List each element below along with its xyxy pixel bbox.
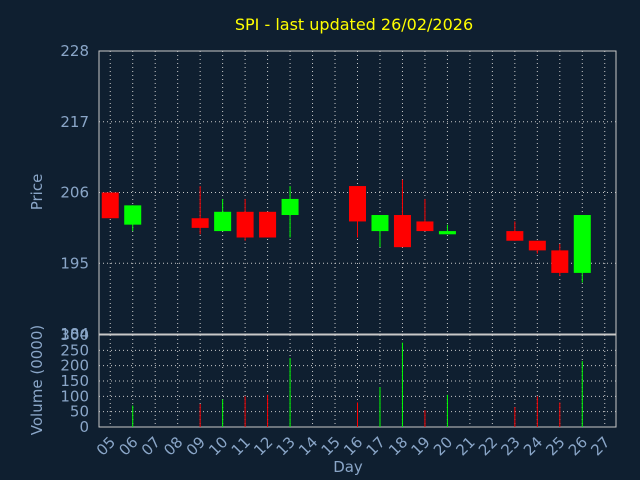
x-tick-label: 27 [587,433,613,459]
price-tick-label: 206 [60,184,89,202]
volume-tick-label: 300 [60,326,89,344]
candle-body [259,211,277,238]
volume-tick-label: 50 [70,403,89,421]
volume-tick-label: 100 [60,387,89,405]
volume-axis-label: Volume (0000) [28,325,46,435]
candle-body [349,186,366,222]
candle-body [214,211,232,232]
price-tick-label: 228 [60,42,89,60]
candle-body [528,240,546,251]
volume-tick-label: 0 [79,418,89,436]
candle-body [124,205,142,225]
candle-body [281,198,299,216]
volume-tick-label: 200 [60,357,89,375]
candle-body [393,215,411,248]
candle-body [191,218,209,228]
price-tick-label: 195 [60,254,89,272]
candle-body [371,215,389,232]
price-tick-label: 217 [60,113,89,131]
price-tick-label: 184 [60,325,89,343]
candle-body [236,211,254,238]
volume-tick-label: 150 [60,372,89,390]
price-panel: 184 195 206 217 228 [60,42,617,343]
candle-body [573,215,591,273]
x-axis-label: Day [333,458,363,476]
candle-body [551,250,569,273]
candle-body [438,231,456,235]
price-axis-label: Price [28,174,46,211]
candle-body [416,221,434,232]
candle-body [506,231,524,241]
candle-body [101,192,119,219]
chart-title: SPI - last updated 26/02/2026 [235,15,473,34]
volume-tick-label: 250 [60,341,89,359]
volume-panel: 0501001502002503000506070809101112131415… [60,326,617,459]
